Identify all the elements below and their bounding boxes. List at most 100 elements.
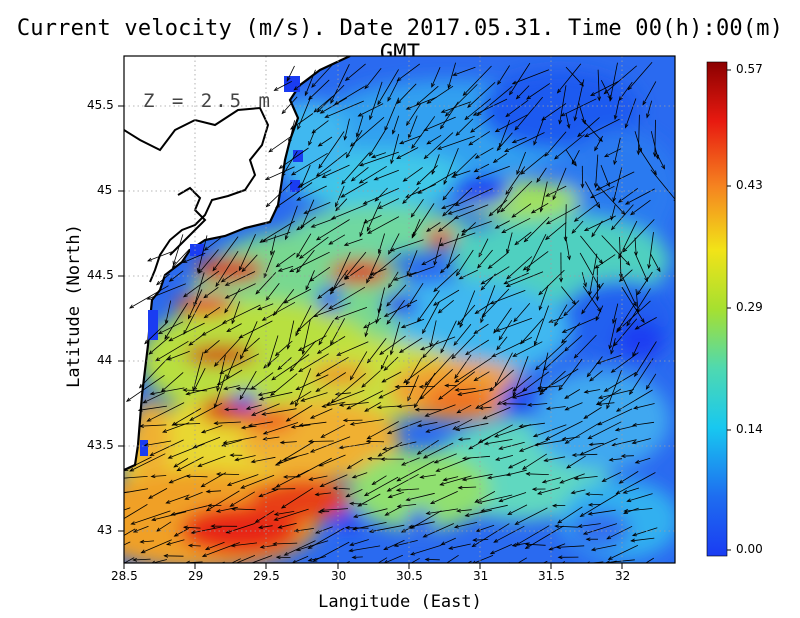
velocity-arrow [441,537,456,546]
velocity-arrow [395,385,417,388]
velocity-arrow-head [168,479,174,484]
velocity-arrow [315,526,333,534]
velocity-arrow-head [494,224,500,229]
velocity-arrow-head [316,108,322,113]
velocity-arrow-head [475,404,481,409]
velocity-arrow [613,137,621,165]
velocity-arrow [399,135,422,144]
velocity-arrow-head [383,313,389,317]
velocity-arrow [169,270,184,282]
velocity-arrow-head [633,405,639,410]
velocity-arrow-head [623,508,629,513]
velocity-arrow [507,504,528,515]
velocity-arrow [350,539,369,546]
velocity-arrow [512,388,547,399]
velocity-arrow [292,555,309,563]
velocity-arrow [188,335,203,346]
velocity-arrow [328,286,366,310]
velocity-arrow [250,372,274,390]
velocity-arrow-head [433,287,438,293]
velocity-arrow [437,135,475,150]
velocity-arrow-head [559,479,565,484]
velocity-arrow-head [564,439,570,444]
velocity-arrow-head [533,442,539,447]
velocity-arrow [265,166,295,180]
velocity-arrow [316,151,348,177]
velocity-arrow-head [473,168,479,173]
velocity-arrow-head [198,269,203,274]
velocity-arrow [403,356,439,384]
velocity-arrow-head [398,348,404,354]
velocity-arrow [600,80,612,100]
velocity-arrow-head [545,220,551,225]
velocity-arrow [632,341,640,357]
velocity-arrow-head [595,296,600,302]
velocity-arrow [412,203,435,237]
velocity-arrow-head [297,183,303,188]
velocity-arrow [369,252,402,279]
velocity-arrow-head [334,392,340,396]
colorbar-label: 0.43 [736,178,763,192]
velocity-arrow-head [142,399,148,404]
velocity-arrow [457,304,476,325]
velocity-arrow-head [241,267,246,273]
velocity-arrow-head [512,353,518,357]
velocity-arrow-head [197,463,203,467]
velocity-arrow [565,149,577,166]
velocity-arrow-head [185,391,191,396]
velocity-arrow-head [160,387,166,393]
velocity-arrow-head [478,439,483,443]
velocity-arrow [426,420,460,433]
velocity-arrow [259,391,293,400]
velocity-arrow [574,334,597,359]
velocity-arrow-head [525,472,531,476]
velocity-arrow [438,217,457,232]
velocity-arrow-head [652,152,657,158]
velocity-arrow-head [203,349,209,354]
velocity-arrow-head [216,386,220,392]
velocity-arrow [517,557,528,563]
velocity-arrow [301,392,328,402]
velocity-arrow [650,169,675,200]
velocity-arrow-head [589,194,595,199]
velocity-arrow-head [591,232,596,238]
velocity-arrow [363,317,382,329]
velocity-arrow-head [431,170,436,175]
velocity-arrow [427,85,454,104]
velocity-arrow-head [348,578,352,581]
velocity-arrow-head [226,328,232,332]
velocity-arrow-head [618,277,624,282]
velocity-arrow [494,352,513,387]
velocity-arrow [384,299,418,317]
velocity-arrow [535,340,567,370]
velocity-arrow [516,85,530,99]
velocity-arrow [462,455,491,459]
velocity-arrow [410,198,424,218]
velocity-arrow [386,300,405,325]
x-tick-label: 30.5 [396,569,423,583]
velocity-arrow-head [172,422,178,427]
velocity-arrow [144,321,169,344]
velocity-arrow-head [426,140,432,145]
velocity-arrow [364,402,381,412]
velocity-arrow [315,492,332,496]
velocity-arrow [140,540,155,543]
velocity-arrow-head [370,154,376,159]
lake-shore [124,106,270,283]
x-tick-label: 29.5 [253,569,280,583]
velocity-arrow-head [107,492,111,495]
velocity-arrow [318,131,345,169]
velocity-arrow [453,418,473,430]
velocity-arrow [221,270,238,283]
velocity-arrow-head [240,354,244,360]
velocity-arrow [624,508,653,512]
velocity-arrow-head [386,319,391,325]
velocity-arrow-head [530,209,536,214]
velocity-arrow [596,388,622,405]
velocity-arrow-head [200,483,206,488]
velocity-arrow-head [403,379,408,384]
velocity-arrow [286,65,295,82]
velocity-arrow [434,453,457,464]
velocity-arrow-head [189,416,195,421]
velocity-arrow-head [363,324,368,329]
